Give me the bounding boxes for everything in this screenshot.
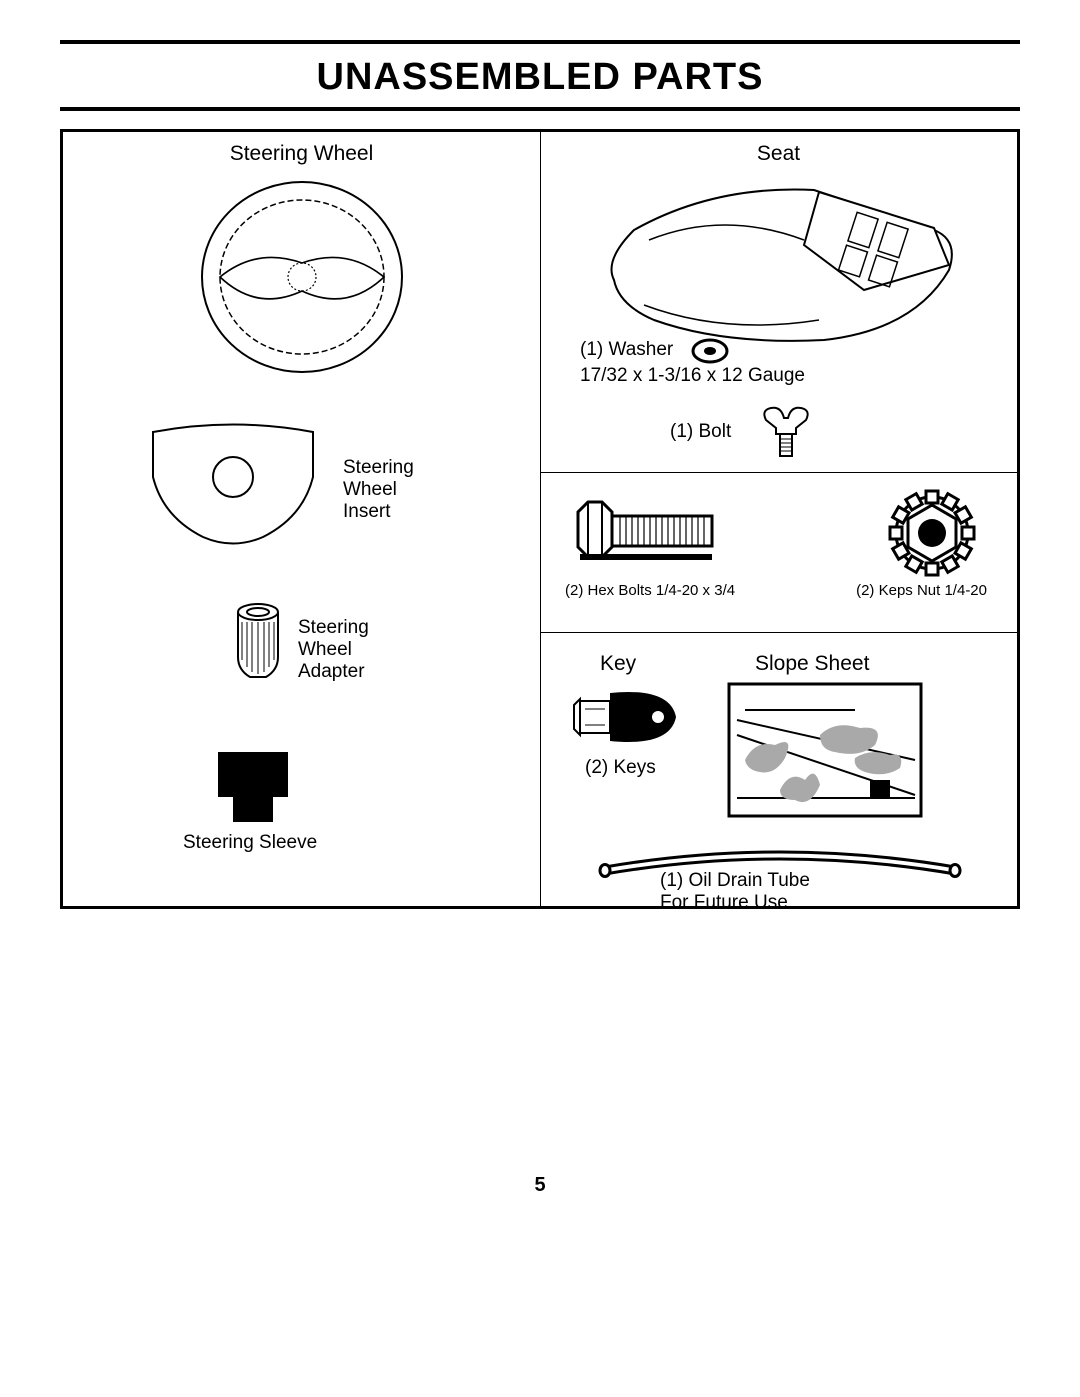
insert-group: Steering Wheel Insert — [63, 422, 540, 552]
page-title: UNASSEMBLED PARTS — [60, 44, 1020, 107]
drain-label: (1) Oil Drain Tube — [660, 870, 810, 892]
washer-group: (1) Washer 17/32 x 1-3/16 x 12 Gauge — [580, 337, 805, 387]
key-slope-panel: Key (2) Keys Slope Sheet — [540, 632, 1017, 912]
hex-bolt-icon — [570, 492, 730, 572]
slope-header: Slope Sheet — [755, 652, 869, 676]
steering-wheel-icon — [187, 172, 417, 382]
bolt-label: (1) Bolt — [670, 421, 731, 442]
sleeve-group: Steering Sleeve — [63, 747, 540, 847]
left-column: Steering Wheel Steering Wheel Insert — [63, 132, 540, 906]
hardware-panel: (2) Hex Bolts 1/4-20 x 3/4 ( — [540, 472, 1017, 632]
adapter-label: Steering Wheel Adapter — [298, 617, 369, 683]
washer-spec: 17/32 x 1-3/16 x 12 Gauge — [580, 365, 805, 387]
wing-bolt-icon — [756, 402, 816, 462]
bottom-rule — [60, 107, 1020, 111]
key-icon — [570, 687, 680, 747]
steering-wheel-adapter-icon — [233, 602, 283, 682]
seat-icon — [594, 170, 964, 350]
keps-label: (2) Keps Nut 1/4-20 — [856, 582, 987, 599]
washer-icon — [690, 337, 730, 365]
washer-label: (1) Washer — [580, 339, 673, 360]
sleeve-label: Steering Sleeve — [183, 832, 317, 854]
steering-wheel-header: Steering Wheel — [63, 132, 540, 166]
seat-panel: Seat (1) Washer — [540, 132, 1017, 472]
parts-frame: Steering Wheel Steering Wheel Insert — [60, 129, 1020, 909]
adapter-group: Steering Wheel Adapter — [63, 602, 540, 692]
steering-wheel-insert-icon — [143, 422, 323, 552]
keys-label: (2) Keys — [585, 757, 656, 779]
keps-nut-icon — [887, 488, 977, 578]
key-header: Key — [600, 652, 636, 676]
steering-sleeve-icon — [213, 747, 293, 827]
hex-label: (2) Hex Bolts 1/4-20 x 3/4 — [565, 582, 735, 599]
seat-header: Seat — [540, 132, 1017, 166]
slope-sheet-icon — [725, 680, 925, 820]
drain-sub: For Future Use — [660, 892, 788, 914]
insert-label: Steering Wheel Insert — [343, 457, 414, 523]
bolt-group: (1) Bolt — [670, 402, 816, 462]
page-number: 5 — [0, 1174, 1080, 1197]
